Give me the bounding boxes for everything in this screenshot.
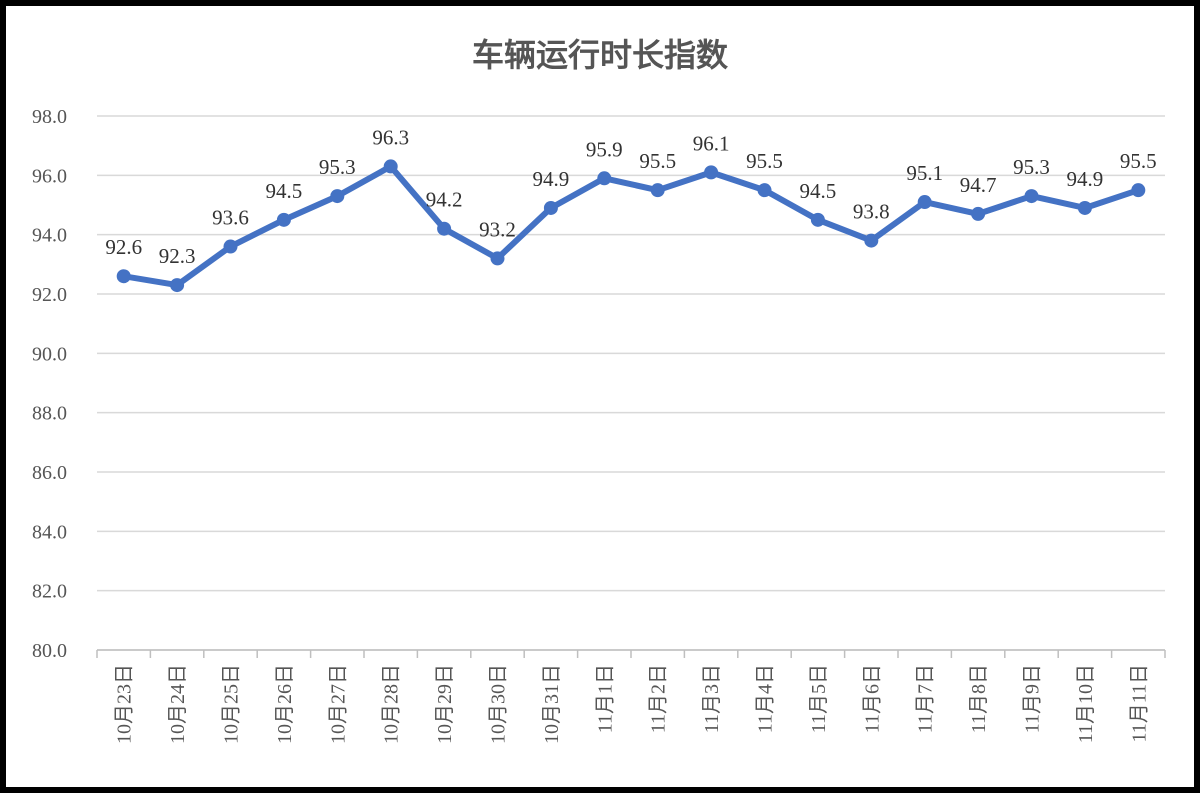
data-label: 94.7 — [960, 173, 997, 197]
y-tick-label: 90.0 — [32, 343, 67, 365]
x-tick-label: 11月8日 — [968, 664, 990, 733]
data-point — [704, 165, 719, 180]
x-tick-label: 11月1日 — [594, 664, 616, 733]
data-point — [650, 183, 665, 198]
data-label: 92.3 — [159, 244, 196, 268]
data-label: 95.5 — [1120, 149, 1157, 173]
x-tick-label: 11月3日 — [701, 664, 723, 733]
data-point — [437, 221, 452, 236]
data-point — [1131, 183, 1146, 198]
data-label: 94.5 — [800, 179, 837, 203]
data-point — [543, 200, 558, 215]
data-point — [597, 171, 612, 186]
chart-title: 车辆运行时长指数 — [472, 36, 729, 74]
x-tick-label: 11月10日 — [1075, 664, 1097, 743]
x-tick-label: 11月9日 — [1022, 664, 1044, 733]
x-tick-label: 10月23日 — [114, 664, 136, 744]
y-tick-label: 92.0 — [32, 284, 67, 306]
data-label: 93.2 — [479, 217, 516, 241]
x-tick-label: 11月7日 — [915, 664, 937, 733]
gridlines — [97, 115, 1165, 651]
data-point — [1024, 189, 1039, 204]
data-point — [1077, 200, 1092, 215]
data-label: 94.9 — [1067, 167, 1104, 191]
x-tick-label: 10月29日 — [434, 664, 456, 744]
series-group — [116, 159, 1146, 293]
y-tick-label: 98.0 — [32, 106, 67, 128]
series-line — [120, 163, 1142, 289]
x-tick-label: 11月5日 — [808, 664, 830, 733]
data-point — [330, 189, 345, 204]
data-label: 95.5 — [639, 149, 676, 173]
x-tick-label: 10月27日 — [327, 664, 349, 744]
data-point — [757, 183, 772, 198]
data-label: 92.6 — [105, 235, 142, 259]
data-point — [170, 278, 185, 293]
y-tick-label: 88.0 — [32, 403, 67, 425]
data-point — [971, 206, 986, 221]
data-label: 95.3 — [319, 155, 356, 179]
x-tick-label: 11月11日 — [1128, 664, 1150, 743]
data-point — [116, 269, 131, 284]
data-label: 96.1 — [693, 131, 730, 155]
x-tick-label: 11月4日 — [755, 664, 777, 733]
y-tick-label: 84.0 — [32, 521, 67, 543]
data-point — [383, 159, 398, 174]
data-point — [864, 233, 879, 248]
data-label: 96.3 — [372, 125, 409, 149]
x-tick-label: 10月26日 — [274, 664, 296, 744]
y-tick-label: 80.0 — [32, 640, 67, 662]
data-label: 95.9 — [586, 137, 623, 161]
data-point — [223, 239, 238, 254]
x-tick-label: 11月6日 — [861, 664, 883, 733]
x-tick-label: 10月31日 — [541, 664, 563, 744]
data-label: 95.3 — [1013, 155, 1050, 179]
data-point — [810, 212, 825, 227]
data-point — [490, 251, 505, 266]
y-axis: 80.0 82.0 84.0 86.0 88.0 90.0 92.0 94.0 96.0 98.0 — [32, 106, 67, 662]
x-tick-label: 10月25日 — [221, 664, 243, 744]
x-tick-label: 10月24日 — [167, 664, 189, 744]
data-label: 93.6 — [212, 206, 249, 230]
x-tick-label: 11月2日 — [648, 664, 670, 733]
y-tick-label: 86.0 — [32, 462, 67, 484]
data-label: 94.2 — [426, 188, 463, 212]
x-axis: 10月23日 10月24日 10月25日 10月26日 10月27日 10月28日 10月2… — [96, 649, 1166, 744]
data-point — [276, 212, 291, 227]
y-tick-label: 82.0 — [32, 581, 67, 603]
data-point — [917, 195, 932, 210]
data-label: 95.1 — [906, 161, 943, 185]
data-label: 95.5 — [746, 149, 783, 173]
data-labels: 92.6 92.3 93.6 94.5 95.3 96.3 94.2 93.2 94.9 95.9… — [105, 125, 1156, 268]
data-label: 93.8 — [853, 200, 890, 224]
data-label: 94.5 — [266, 179, 303, 203]
x-tick-label: 10月28日 — [381, 664, 403, 744]
y-tick-label: 94.0 — [32, 225, 67, 247]
y-tick-label: 96.0 — [32, 165, 67, 187]
x-tick-label: 10月30日 — [488, 664, 510, 744]
data-label: 94.9 — [533, 167, 570, 191]
